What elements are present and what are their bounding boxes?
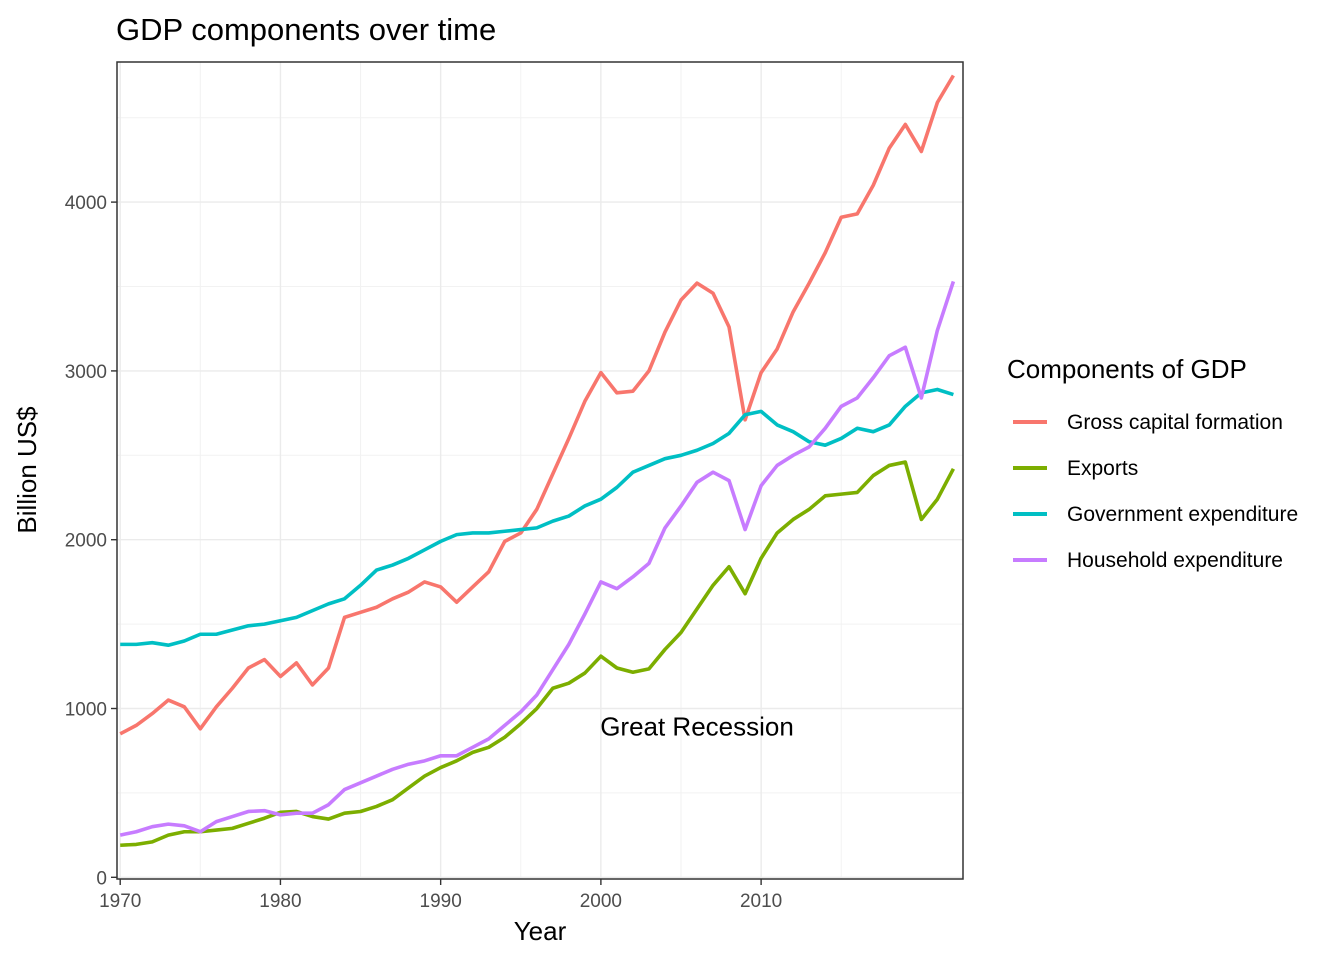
x-tick-label: 2010 [740, 891, 782, 912]
x-axis-title: Year [514, 916, 567, 946]
series-line-1 [119, 74, 955, 736]
x-tick-label: 1980 [259, 891, 301, 912]
great-recession-annotation: Great Recession [600, 712, 794, 742]
plot-panel: Great Recession [116, 61, 964, 880]
legend-label-1: Gross capital formation [1067, 411, 1283, 434]
series-line-2 [120, 460, 955, 848]
x-tick-label: 2000 [580, 891, 622, 912]
panel-background [117, 62, 963, 879]
legend-items: Gross capital formation Exports Government… [1013, 411, 1298, 572]
y-tick-label: 1000 [65, 700, 107, 721]
x-tick-label: 1990 [420, 891, 462, 912]
y-axis-title: Billion US$ [12, 406, 42, 534]
series-line-4 [119, 280, 956, 837]
x-axis: 1970 1980 1990 2000 2010 [99, 879, 782, 912]
x-tick-label: 1970 [99, 891, 141, 912]
chart-title: GDP components over time [116, 12, 496, 47]
legend-label-3: Government expenditure [1067, 503, 1298, 526]
legend-label-2: Exports [1067, 457, 1138, 480]
legend-label-4: Household expenditure [1067, 549, 1283, 572]
series-lines [119, 74, 956, 848]
y-tick-label: 3000 [65, 362, 107, 383]
legend: Components of GDP Gross capital formatio… [1007, 354, 1298, 572]
legend-title: Components of GDP [1007, 354, 1247, 384]
y-axis: 0 1000 2000 3000 4000 [65, 193, 117, 889]
y-tick-label: 2000 [65, 531, 107, 552]
panel-border [116, 61, 964, 880]
grid-major [117, 62, 963, 879]
y-tick-label: 4000 [65, 193, 107, 214]
y-tick-label: 0 [96, 868, 107, 889]
